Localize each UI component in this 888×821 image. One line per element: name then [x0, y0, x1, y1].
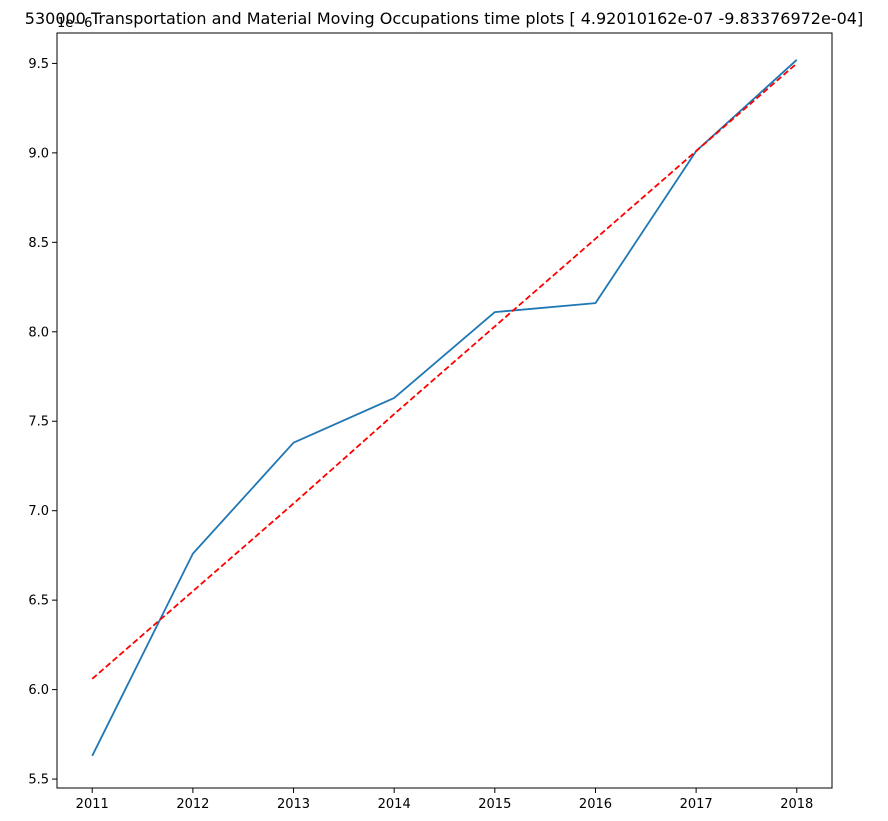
- x-tick-label: 2018: [780, 797, 813, 812]
- trend-line: [91, 62, 798, 680]
- y-tick-label: 8.5: [28, 236, 49, 251]
- y-tick-label: 6.0: [28, 683, 49, 698]
- y-tick-label: 9.5: [28, 57, 49, 72]
- x-tick-label: 2012: [176, 797, 209, 812]
- series-line: [91, 59, 798, 757]
- chart-title: 530000 Transportation and Material Movin…: [25, 9, 863, 28]
- plot-area: 2011 2012 2013 2014 2015 2016 2017 2018 5.5 6.0 6.…: [28, 32, 833, 812]
- y-tick-label: 7.5: [28, 415, 49, 430]
- x-tick-label: 2016: [579, 797, 612, 812]
- y-tick-label: 8.0: [28, 325, 49, 340]
- y-tick-label: 5.5: [28, 773, 49, 788]
- y-axis-offset-label: 1e−6: [57, 16, 92, 31]
- x-tick-label: 2017: [680, 797, 713, 812]
- plot-frame: [56, 32, 833, 789]
- y-tick-label: 9.0: [28, 146, 49, 161]
- y-tick-label: 7.0: [28, 504, 49, 519]
- y-tick-label: 6.5: [28, 594, 49, 609]
- x-tick-label: 2015: [478, 797, 511, 812]
- x-tick-label: 2011: [76, 797, 109, 812]
- x-tick-label: 2013: [277, 797, 310, 812]
- x-tick-label: 2014: [378, 797, 411, 812]
